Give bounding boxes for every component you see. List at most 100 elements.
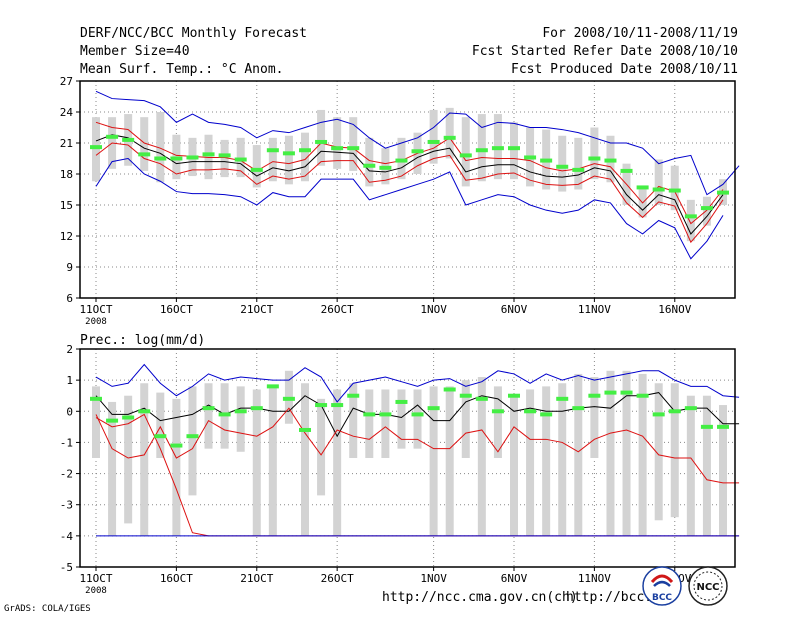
median-marker bbox=[299, 427, 311, 432]
grads-credit: GrADS: COLA/IGES bbox=[4, 604, 91, 614]
fcst-started-date: Fcst Started Refer Date 2008/10/10 bbox=[471, 44, 738, 59]
median-marker bbox=[282, 151, 295, 156]
series-line-mean bbox=[95, 134, 724, 235]
median-marker bbox=[524, 155, 537, 160]
spread-bar bbox=[413, 389, 422, 449]
median-marker bbox=[717, 424, 729, 429]
spread-bar bbox=[670, 383, 679, 518]
x-tick-label: 11OCT bbox=[79, 572, 112, 585]
spread-bar bbox=[284, 135, 293, 185]
median-marker bbox=[331, 146, 344, 151]
spread-bar bbox=[140, 117, 149, 171]
median-marker bbox=[652, 412, 665, 417]
median-marker bbox=[282, 396, 295, 401]
spread-bar bbox=[429, 109, 438, 164]
x-tick-label: 16OCT bbox=[160, 303, 193, 316]
median-marker bbox=[491, 409, 504, 414]
spread-bar bbox=[510, 122, 518, 180]
spread-bar bbox=[92, 386, 100, 458]
median-marker bbox=[154, 434, 167, 439]
median-marker bbox=[620, 168, 633, 173]
median-marker bbox=[459, 393, 472, 398]
median-marker bbox=[588, 156, 601, 161]
spread-bar bbox=[558, 135, 567, 192]
x-tick-label: 16OCT bbox=[160, 572, 193, 585]
series-line-lower bbox=[95, 407, 740, 484]
median-marker bbox=[106, 418, 119, 423]
spread-bar bbox=[317, 398, 326, 496]
series-line-min bbox=[95, 157, 724, 260]
series-line-upper bbox=[95, 121, 724, 225]
median-marker bbox=[395, 158, 408, 163]
spread-bar bbox=[365, 137, 374, 187]
x-year-label: 2008 bbox=[85, 586, 107, 596]
median-marker bbox=[604, 158, 617, 163]
member-size-label: Member Size=40 bbox=[80, 44, 190, 59]
spread-bar bbox=[654, 383, 663, 521]
spread-bar bbox=[654, 159, 663, 205]
spread-bar bbox=[638, 373, 647, 536]
x-tick-label: 11OCT bbox=[79, 303, 112, 316]
x-tick-label: 21OCT bbox=[240, 303, 273, 316]
median-marker bbox=[218, 153, 231, 158]
fcst-produced-date: Fcst Produced Date 2008/10/11 bbox=[511, 62, 738, 77]
median-marker bbox=[572, 167, 585, 172]
x-tick-label: 26OCT bbox=[321, 572, 354, 585]
spread-bar bbox=[445, 386, 454, 536]
median-marker bbox=[475, 148, 488, 153]
median-marker bbox=[299, 148, 311, 153]
spread-bar bbox=[590, 127, 599, 180]
spread-bar bbox=[590, 377, 599, 458]
y-tick-label: 0 bbox=[66, 405, 73, 418]
median-marker bbox=[604, 390, 617, 395]
chart-title: DERF/NCC/BCC Monthly Forecast bbox=[80, 26, 307, 41]
median-marker bbox=[363, 163, 376, 168]
median-marker bbox=[459, 153, 472, 158]
panel-precipitation: -5 -4 -3 -2 -1 0 1 2 11OCT 16OCT 21OCT 26OCT 1NOV 6NO… bbox=[60, 343, 740, 596]
ncc-url-link[interactable]: http://ncc.cma.gov.cn(ch) bbox=[382, 590, 578, 605]
y-tick-label: -2 bbox=[60, 468, 73, 481]
median-marker bbox=[508, 393, 520, 398]
x-tick-label: 11NOV bbox=[578, 303, 611, 316]
median-marker bbox=[540, 412, 553, 417]
median-marker bbox=[427, 139, 440, 144]
spread-bar bbox=[381, 389, 390, 458]
median-marker bbox=[636, 185, 649, 190]
spread-bar bbox=[236, 386, 245, 452]
median-marker bbox=[138, 152, 151, 157]
median-marker bbox=[315, 139, 328, 144]
spread-bar bbox=[493, 386, 502, 458]
median-marker bbox=[266, 384, 279, 389]
spread-bar bbox=[252, 389, 261, 536]
series-line-max bbox=[95, 90, 740, 196]
spread-bar bbox=[638, 186, 647, 218]
spread-bar bbox=[397, 137, 406, 180]
x-tick-label: 1NOV bbox=[420, 572, 447, 585]
median-marker bbox=[379, 165, 392, 170]
median-marker bbox=[202, 152, 215, 157]
x-tick-label: 26OCT bbox=[321, 303, 354, 316]
y-tick-label: -4 bbox=[60, 530, 74, 543]
bcc-logo-text: BCC bbox=[652, 593, 672, 603]
median-marker bbox=[411, 149, 424, 154]
x-tick-label: 6NOV bbox=[501, 303, 528, 316]
median-marker bbox=[652, 187, 665, 192]
panel-temperature: 6 9 12 15 18 21 24 27 11OCT 16OCT 21OCT 26OCT 1NOV 6N… bbox=[60, 75, 740, 327]
median-marker bbox=[443, 135, 456, 140]
spread-bar bbox=[108, 401, 117, 536]
spread-bar bbox=[686, 395, 695, 536]
y-tick-label: 2 bbox=[66, 343, 73, 356]
bcc-url-link[interactable]: http://bcc.c bbox=[566, 590, 660, 605]
spread-bar bbox=[204, 134, 213, 180]
median-marker bbox=[668, 188, 681, 193]
spread-bar bbox=[461, 380, 470, 458]
y-tick-label: 9 bbox=[66, 261, 73, 274]
median-marker bbox=[684, 214, 697, 219]
median-marker bbox=[491, 146, 504, 151]
ncc-logo-icon: NCC bbox=[688, 566, 728, 606]
spread-bar bbox=[365, 389, 374, 458]
median-marker bbox=[684, 406, 697, 411]
median-marker bbox=[218, 412, 231, 417]
spread-bar bbox=[606, 370, 615, 536]
spread-bar bbox=[156, 112, 165, 183]
